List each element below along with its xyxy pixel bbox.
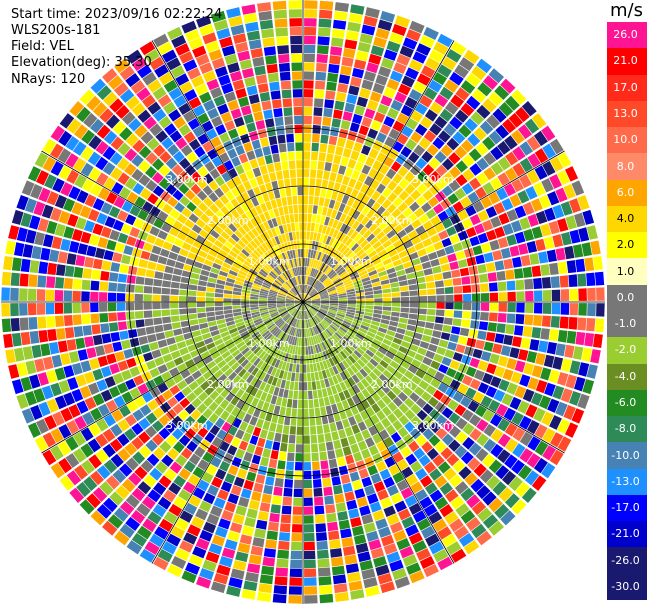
- colorbar-cell: [607, 311, 647, 338]
- colorbar-cell: [607, 74, 647, 102]
- colorbar-cell: [607, 153, 647, 181]
- colorbar-cell: [607, 127, 647, 154]
- colorbar-tick-label: 13.0: [613, 106, 638, 120]
- ring-label: 1.00km: [248, 255, 290, 268]
- colorbar-cell: [607, 22, 647, 49]
- colorbar-tick-label: 6.0: [616, 185, 635, 199]
- ring-label: 2.00km: [371, 214, 413, 227]
- ring-label: 3.00km: [166, 173, 208, 186]
- nrays-label: NRays: 120: [11, 72, 86, 87]
- azimuth-spoke: [41, 150, 304, 303]
- ring-label: 3.00km: [412, 173, 454, 186]
- colorbar-cell: [607, 442, 647, 470]
- ring-label: 2.00km: [207, 378, 249, 391]
- azimuth-spoke: [302, 150, 565, 303]
- colorbar-tick-label: -4.0: [614, 369, 637, 383]
- elevation-label: Elevation(deg): 35.30: [11, 55, 152, 70]
- velocity-gates: [1, 0, 605, 604]
- azimuth-spoke: [302, 301, 455, 564]
- ring-label: 1.00km: [330, 255, 372, 268]
- colorbar-tick-label: -6.0: [614, 395, 637, 409]
- colorbar-tick-label: 26.0: [613, 28, 638, 42]
- colorbar-tick-label: -30.0: [611, 579, 640, 593]
- colorbar-cell: [607, 547, 647, 575]
- colorbar-tick-label: -10.0: [611, 448, 640, 462]
- colorbar-tick-label: 0.0: [616, 290, 635, 304]
- instrument-label: WLS200s-181: [11, 23, 101, 38]
- colorbar-tick-label: -1.0: [614, 317, 637, 331]
- colorbar-tick-label: -17.0: [611, 501, 640, 515]
- ring-label: 1.00km: [330, 337, 372, 350]
- colorbar-cell: [607, 179, 647, 207]
- colorbar-cell: [607, 48, 647, 76]
- azimuth-spoke: [302, 40, 455, 303]
- colorbar-cell: [607, 363, 647, 391]
- colorbar-unit: m/s: [610, 0, 643, 21]
- colorbar-tick-label: -2.0: [614, 343, 637, 357]
- azimuth-spoke: [41, 301, 304, 454]
- field-label: Field: VEL: [11, 39, 74, 54]
- colorbar-cell: [607, 232, 647, 259]
- colorbar-tick-label: -21.0: [611, 527, 640, 541]
- colorbar-tick-label: 4.0: [616, 212, 635, 226]
- colorbar-cell: [607, 205, 647, 233]
- colorbar-tick-label: 2.0: [616, 238, 635, 252]
- ring-label: 3.00km: [166, 419, 208, 432]
- ring-label: 2.00km: [207, 214, 249, 227]
- start-time-label: Start time: 2023/09/16 02:22:24: [11, 7, 223, 22]
- ring-label: 1.00km: [248, 337, 290, 350]
- colorbar-tick-label: -13.0: [611, 474, 640, 488]
- colorbar-tick-label: 21.0: [613, 54, 638, 68]
- colorbar-cell: [607, 416, 647, 443]
- colorbar-cell: [607, 573, 647, 601]
- colorbar-cell: [607, 337, 647, 365]
- colorbar-tick-label: -8.0: [614, 422, 637, 436]
- ring-label: 3.00km: [412, 419, 454, 432]
- colorbar-cell: [607, 389, 647, 417]
- colorbar-cell: [607, 284, 647, 312]
- colorbar-cell: [607, 100, 647, 128]
- azimuth-spoke: [151, 40, 304, 303]
- colorbar-cell: [607, 521, 647, 548]
- colorbar-tick-label: -26.0: [611, 553, 640, 567]
- ring-label: 2.00km: [371, 378, 413, 391]
- azimuth-spoke: [302, 301, 565, 454]
- colorbar-cell: [607, 258, 647, 286]
- colorbar-tick-label: 8.0: [616, 159, 635, 173]
- colorbar-tick-label: 17.0: [613, 80, 638, 94]
- colorbar-cell: [607, 468, 647, 496]
- colorbar-cell: [607, 494, 647, 522]
- colorbar-tick-label: 1.0: [616, 264, 635, 278]
- colorbar-tick-label: 10.0: [613, 133, 638, 147]
- azimuth-spoke: [151, 301, 304, 564]
